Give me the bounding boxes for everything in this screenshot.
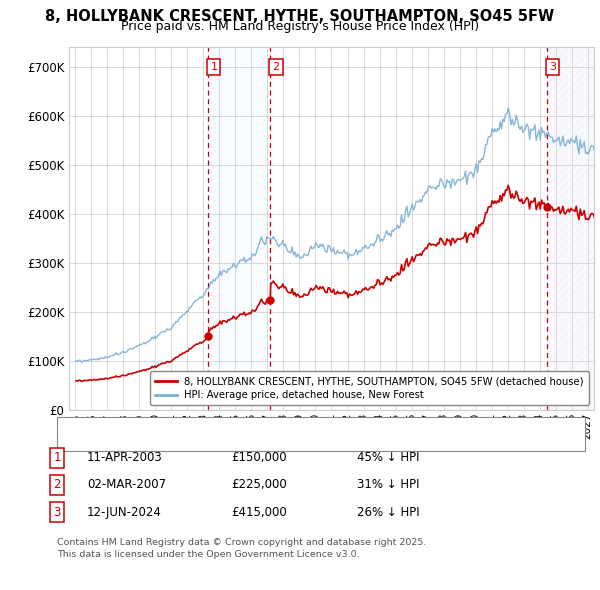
Text: 8, HOLLYBANK CRESCENT, HYTHE, SOUTHAMPTON, SO45 5FW: 8, HOLLYBANK CRESCENT, HYTHE, SOUTHAMPTO… [46, 9, 554, 24]
Text: HPI: Average price, detached house, New Forest: HPI: Average price, detached house, New … [105, 437, 356, 447]
Text: 8, HOLLYBANK CRESCENT, HYTHE, SOUTHAMPTON, SO45 5FW (detached house): 8, HOLLYBANK CRESCENT, HYTHE, SOUTHAMPTO… [105, 422, 523, 432]
Text: ─────: ───── [69, 437, 103, 447]
Bar [547, 47, 594, 410]
Text: 45% ↓ HPI: 45% ↓ HPI [357, 451, 419, 464]
Text: ─────: ───── [69, 422, 103, 432]
Text: 3: 3 [549, 62, 556, 72]
Text: £415,000: £415,000 [231, 506, 287, 519]
Bar [208, 47, 270, 410]
Text: 02-MAR-2007: 02-MAR-2007 [87, 478, 166, 491]
Text: Price paid vs. HM Land Registry's House Price Index (HPI): Price paid vs. HM Land Registry's House … [121, 20, 479, 33]
Text: 2: 2 [272, 62, 280, 72]
Text: 12-JUN-2024: 12-JUN-2024 [87, 506, 162, 519]
Bar [547, 47, 594, 410]
Text: 2: 2 [53, 478, 61, 491]
Text: 26% ↓ HPI: 26% ↓ HPI [357, 506, 419, 519]
Text: 11-APR-2003: 11-APR-2003 [87, 451, 163, 464]
Text: £225,000: £225,000 [231, 478, 287, 491]
Legend: 8, HOLLYBANK CRESCENT, HYTHE, SOUTHAMPTON, SO45 5FW (detached house), HPI: Avera: 8, HOLLYBANK CRESCENT, HYTHE, SOUTHAMPTO… [149, 371, 589, 405]
Text: 31% ↓ HPI: 31% ↓ HPI [357, 478, 419, 491]
Text: £150,000: £150,000 [231, 451, 287, 464]
Text: 1: 1 [53, 451, 61, 464]
Text: 1: 1 [211, 62, 217, 72]
Text: 3: 3 [53, 506, 61, 519]
Text: Contains HM Land Registry data © Crown copyright and database right 2025.
This d: Contains HM Land Registry data © Crown c… [57, 538, 427, 559]
